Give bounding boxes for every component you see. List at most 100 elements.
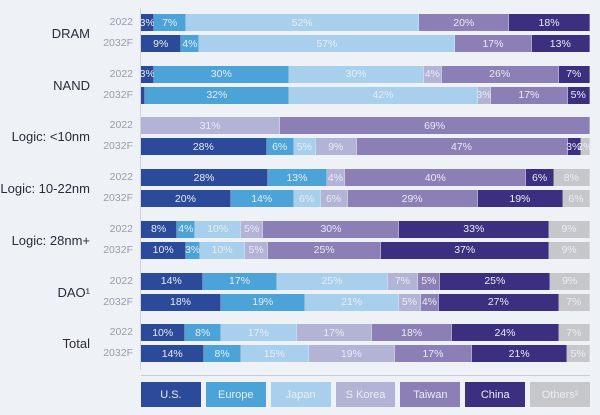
bar-segment-u-s: 14% bbox=[141, 272, 203, 290]
bar-segment-china: 33% bbox=[399, 220, 550, 238]
bar-segment-s-korea: 4% bbox=[326, 169, 346, 187]
data-label: 19% bbox=[509, 192, 531, 205]
bar-segment-taiwan: 17% bbox=[491, 86, 568, 104]
bar-segment-u-s: 10% bbox=[141, 324, 186, 342]
data-label: 17% bbox=[422, 347, 444, 360]
bar-segment-europe: 17% bbox=[202, 272, 278, 290]
bar-segment-japan: 57% bbox=[199, 35, 456, 52]
bar-segment-u-s: 9% bbox=[141, 35, 182, 52]
category-label: Logic: 10-22nm bbox=[0, 181, 90, 197]
bar-segment-taiwan: 18% bbox=[372, 324, 453, 342]
bar-segment-taiwan: 17% bbox=[394, 345, 473, 363]
bar-segment-japan: 30% bbox=[289, 65, 424, 83]
bar-segment-s-korea: 17% bbox=[296, 324, 373, 342]
bar-segment-china: 13% bbox=[531, 35, 590, 52]
bar-row-logic-10-22nm-2022: 28% 13% 4% 40% 6% 8% bbox=[141, 169, 590, 187]
data-label: 8% bbox=[214, 347, 230, 360]
bar-segment-china: 5% bbox=[567, 86, 590, 104]
legend-divider bbox=[141, 375, 590, 376]
bar-segment-s-korea: 4% bbox=[423, 65, 442, 83]
bar-segment-s-korea: 6% bbox=[320, 190, 348, 208]
category-label: Logic: <10nm bbox=[11, 129, 90, 145]
category-label: Total bbox=[62, 336, 90, 352]
year-label: 2032F bbox=[103, 295, 133, 308]
data-label: 7% bbox=[162, 16, 178, 29]
data-label: 9% bbox=[153, 37, 169, 50]
bar-segment-europe: 6% bbox=[266, 138, 294, 156]
bar-segment-u-s: 3% bbox=[139, 14, 155, 31]
data-label: 6% bbox=[325, 192, 342, 205]
data-label: 21% bbox=[508, 347, 530, 360]
data-label: 18% bbox=[401, 326, 423, 339]
bar-segment-europe: 14% bbox=[230, 190, 294, 208]
data-label: 9% bbox=[561, 244, 577, 257]
data-label: 30% bbox=[320, 223, 342, 236]
data-label: 8% bbox=[151, 223, 167, 236]
bar-segment-s-korea: 19% bbox=[308, 345, 395, 363]
bar-row-total-2022: 10% 8% 17% 17% 18% 24% 7% bbox=[141, 324, 590, 342]
data-label: 47% bbox=[451, 140, 473, 153]
data-label: 6% bbox=[272, 140, 288, 153]
bar-segment-japan: 21% bbox=[305, 293, 399, 311]
category-label: NAND bbox=[53, 77, 90, 93]
bar-segment-others: 9% bbox=[549, 241, 590, 259]
year-label: 2022 bbox=[109, 222, 133, 235]
bar-segment-u-s: 14% bbox=[141, 345, 205, 363]
data-label: 5% bbox=[244, 223, 260, 236]
bar-segment-taiwan: 26% bbox=[441, 65, 559, 83]
legend-item-europe: Europe bbox=[205, 382, 266, 407]
bar-row-nand-2032f: 32% 42% 3% 17% 5% bbox=[141, 86, 590, 104]
bar-segment-s-korea: 5% bbox=[398, 293, 422, 311]
data-label: 14% bbox=[251, 192, 273, 205]
data-label: 3% bbox=[139, 16, 155, 29]
bar-row-logic-10nm-2032f: 28% 6% 5% 9% 47% 3% 2% bbox=[141, 138, 593, 156]
bar-row-dram-2032f: 9% 4% 57% 17% 13% bbox=[141, 35, 590, 52]
year-label: 2022 bbox=[109, 274, 133, 287]
data-label: 37% bbox=[454, 244, 476, 257]
bar-segment-europe: 8% bbox=[185, 324, 222, 342]
bar-segment-s-korea: 5% bbox=[245, 241, 268, 259]
year-label: 2032F bbox=[103, 140, 133, 153]
data-label: 25% bbox=[313, 244, 335, 257]
bar-segment-taiwan: 25% bbox=[267, 241, 382, 259]
bar-segment-japan: 25% bbox=[277, 272, 388, 290]
bar-segment-u-s: 28% bbox=[141, 138, 267, 156]
data-label: 7% bbox=[394, 275, 410, 287]
data-label: 28% bbox=[192, 140, 214, 153]
data-label: 28% bbox=[193, 171, 215, 184]
data-label: 13% bbox=[549, 37, 571, 50]
data-label: 7% bbox=[566, 326, 582, 339]
data-label: 5% bbox=[248, 244, 264, 257]
data-label: 9% bbox=[562, 275, 578, 287]
data-label: 7% bbox=[566, 68, 582, 81]
data-label: 5% bbox=[570, 89, 586, 102]
data-label: 17% bbox=[482, 37, 504, 50]
bar-segment-taiwan: 5% bbox=[418, 272, 441, 290]
bar-segment-japan: 10% bbox=[195, 220, 241, 238]
bar-segment-s-korea: 7% bbox=[387, 272, 419, 290]
legend-item-china: China bbox=[465, 382, 526, 407]
bar-segment-u-s: 3% bbox=[140, 65, 155, 83]
data-label: 30% bbox=[210, 68, 232, 81]
bar-row-nand-2022: 3% 30% 30% 4% 26% 7% bbox=[140, 65, 590, 83]
year-label: 2022 bbox=[109, 67, 133, 80]
bar-segment-taiwan: 4% bbox=[421, 293, 439, 311]
bar-segment-japan: 42% bbox=[289, 86, 478, 104]
year-label: 2032F bbox=[103, 37, 133, 49]
year-label: 2022 bbox=[109, 326, 133, 339]
bar-segment-japan: 52% bbox=[185, 14, 420, 31]
data-label: 8% bbox=[563, 171, 579, 184]
legend-item-japan: Japan bbox=[270, 382, 331, 407]
data-label: 6% bbox=[299, 192, 315, 205]
data-label: 3% bbox=[185, 244, 201, 257]
legend-item-taiwan: Taiwan bbox=[400, 382, 461, 407]
bar-segment-u-s: 28% bbox=[141, 169, 268, 187]
bar-segment-europe: 19% bbox=[221, 293, 306, 311]
data-label: 4% bbox=[178, 223, 194, 236]
bar-segment-taiwan: 17% bbox=[455, 35, 532, 52]
bar-segment-europe: 32% bbox=[145, 86, 290, 104]
bar-segment-europe: 8% bbox=[204, 345, 241, 363]
bar-segment-others: 7% bbox=[558, 324, 590, 342]
year-label: 2022 bbox=[109, 171, 133, 184]
data-label: 18% bbox=[538, 16, 560, 29]
